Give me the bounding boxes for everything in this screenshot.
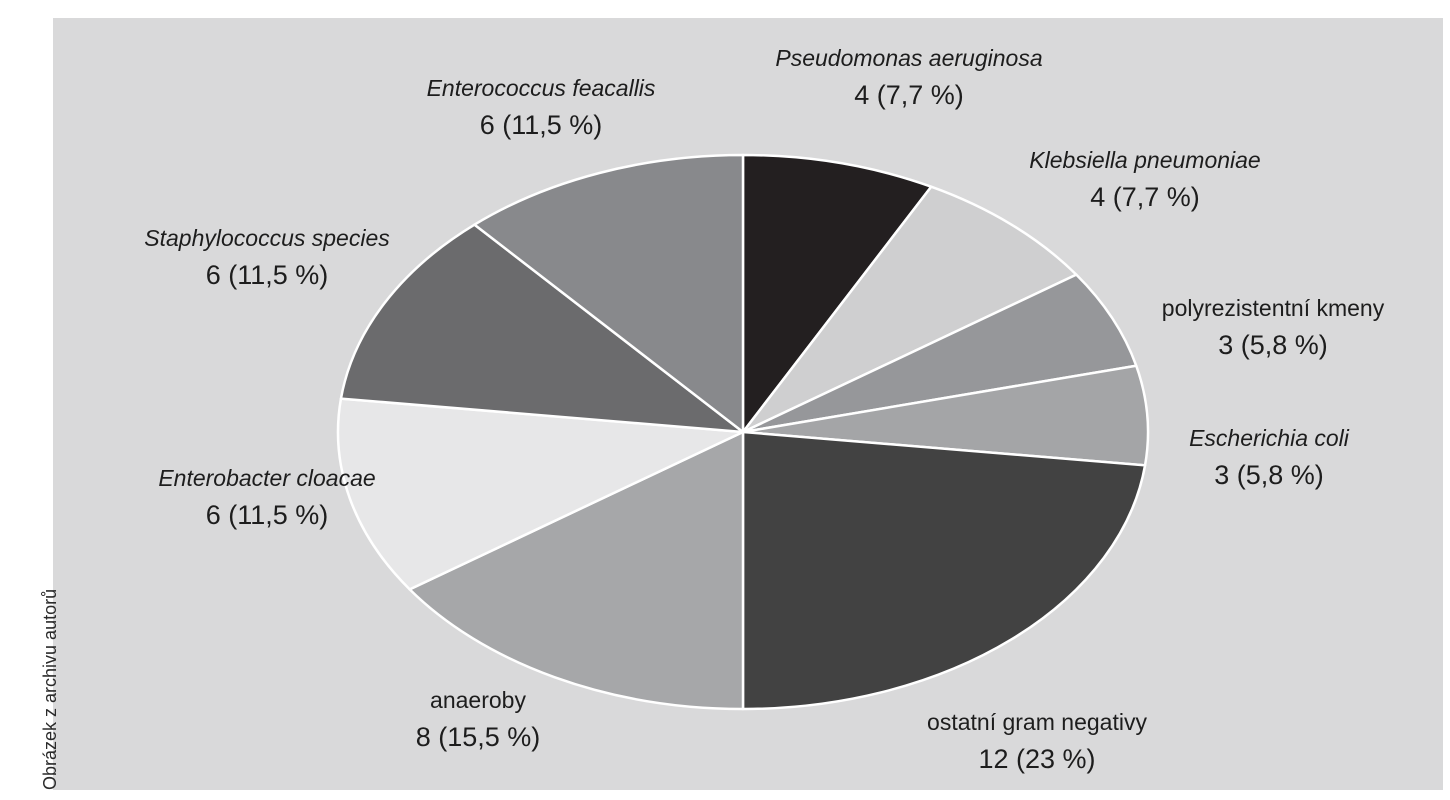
slice-label-name-3: polyrezistentní kmeny <box>1162 295 1385 321</box>
slice-label-name-7: Enterobacter cloacae <box>158 465 375 491</box>
slice-label-name-2: Klebsiella pneumoniae <box>1029 147 1260 173</box>
pie-slice-7 <box>336 397 745 591</box>
pie-slice-2 <box>741 185 1078 434</box>
pie-slice-4 <box>741 364 1150 467</box>
slice-label-name-9: Enterococcus feacallis <box>427 75 656 101</box>
slice-label-name-1: Pseudomonas aeruginosa <box>775 45 1042 71</box>
image-credit: Obrázek z archivu autorů <box>40 588 60 790</box>
pie-slice-9 <box>473 153 745 434</box>
pie-slice-1 <box>741 153 933 434</box>
slice-label-name-6: anaeroby <box>430 687 526 713</box>
slice-label-value-4: 3 (5,8 %) <box>1214 460 1324 490</box>
slice-label-value-3: 3 (5,8 %) <box>1218 330 1328 360</box>
slice-label-value-2: 4 (7,7 %) <box>1090 182 1200 212</box>
pie-slice-3 <box>741 273 1138 434</box>
slice-label-value-7: 6 (11,5 %) <box>206 500 329 530</box>
pie-slice-5 <box>741 430 1147 711</box>
slice-label-value-9: 6 (11,5 %) <box>480 110 603 140</box>
pie-slice-8 <box>339 223 745 434</box>
slice-label-value-8: 6 (11,5 %) <box>206 260 329 290</box>
slice-label-name-8: Staphylococcus species <box>144 225 390 251</box>
slice-label-name-5: ostatní gram negativy <box>927 709 1147 735</box>
slice-label-name-4: Escherichia coli <box>1189 425 1350 451</box>
slice-label-value-1: 4 (7,7 %) <box>854 80 964 110</box>
chart-panel: Pseudomonas aeruginosa 4 (7,7 %) Klebsiell… <box>53 18 1443 790</box>
pie-chart: Pseudomonas aeruginosa 4 (7,7 %) Klebsiell… <box>144 45 1385 774</box>
pie-slice-6 <box>408 430 745 711</box>
slice-label-value-6: 8 (15,5 %) <box>416 722 541 752</box>
slice-label-value-5: 12 (23 %) <box>978 744 1095 774</box>
